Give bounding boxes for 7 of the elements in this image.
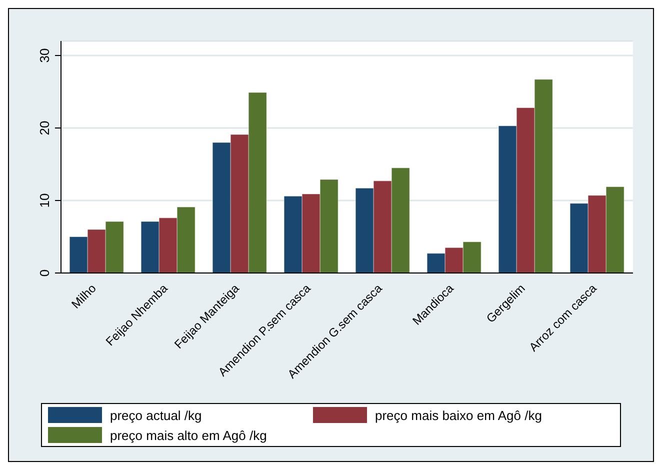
- legend-label: preço actual /kg: [110, 408, 202, 422]
- y-tick-label: 10: [37, 193, 52, 208]
- y-tick-label: 30: [37, 48, 52, 63]
- legend-label: preço mais baixo em Agô /kg: [375, 408, 542, 422]
- y-tick-label: 20: [37, 120, 52, 136]
- legend-label: preço mais alto em Agô /kg: [110, 428, 267, 442]
- y-tick-label: 0: [37, 269, 52, 277]
